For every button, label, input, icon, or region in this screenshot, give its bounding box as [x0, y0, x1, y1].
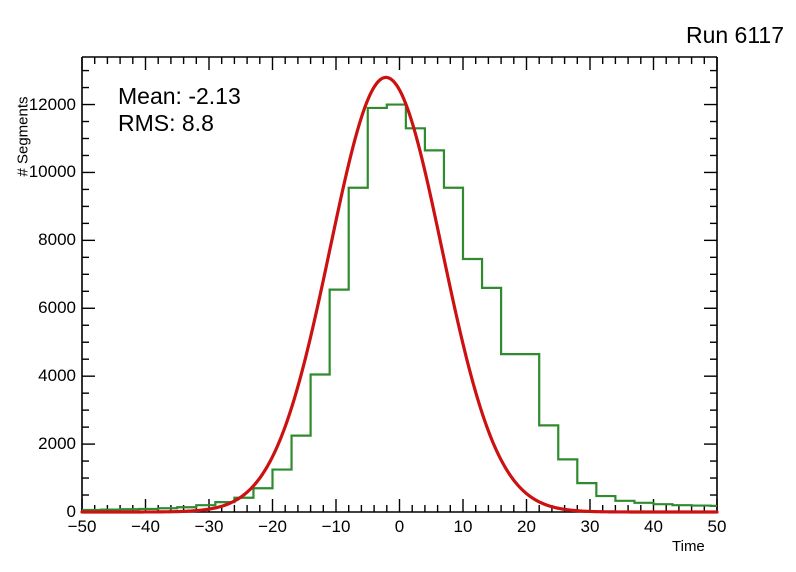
y-tick-label: 12000 — [28, 94, 76, 114]
x-tick-label: 40 — [644, 517, 663, 536]
x-tick-label: 10 — [453, 517, 473, 536]
gaussian-fit-curve — [80, 75, 719, 514]
x-axis-title: Time — [672, 538, 705, 555]
page-title: Run 6117 — [685, 22, 784, 48]
y-tick-label: 6000 — [38, 298, 76, 318]
y-tick-label: 10000 — [28, 162, 76, 182]
histogram-step-line — [82, 103, 717, 512]
y-axis-tick-labels: 0 2000 4000 6000 8000 10000 12000 — [4, 0, 76, 572]
y-tick-label: 4000 — [38, 366, 76, 386]
x-tick-label: −50 — [67, 517, 97, 536]
y-tick-label: 8000 — [38, 230, 76, 250]
stat-rms-label: RMS: 8.8 — [118, 110, 214, 136]
x-tick-label: −10 — [321, 517, 351, 536]
x-tick-label: 20 — [517, 517, 536, 536]
y-tick-label: 2000 — [38, 434, 76, 454]
x-tick-label: 50 — [707, 517, 727, 536]
y-tick-label: 0 — [66, 502, 76, 521]
x-tick-label: 30 — [580, 517, 600, 536]
x-tick-label: −30 — [194, 517, 224, 536]
axis-ticks — [81, 57, 718, 513]
x-tick-label: −40 — [131, 517, 160, 536]
x-tick-label: 0 — [394, 517, 405, 536]
stat-mean-label: Mean: -2.13 — [118, 83, 241, 109]
axis-frame — [81, 56, 718, 513]
x-tick-label: −20 — [258, 517, 287, 536]
